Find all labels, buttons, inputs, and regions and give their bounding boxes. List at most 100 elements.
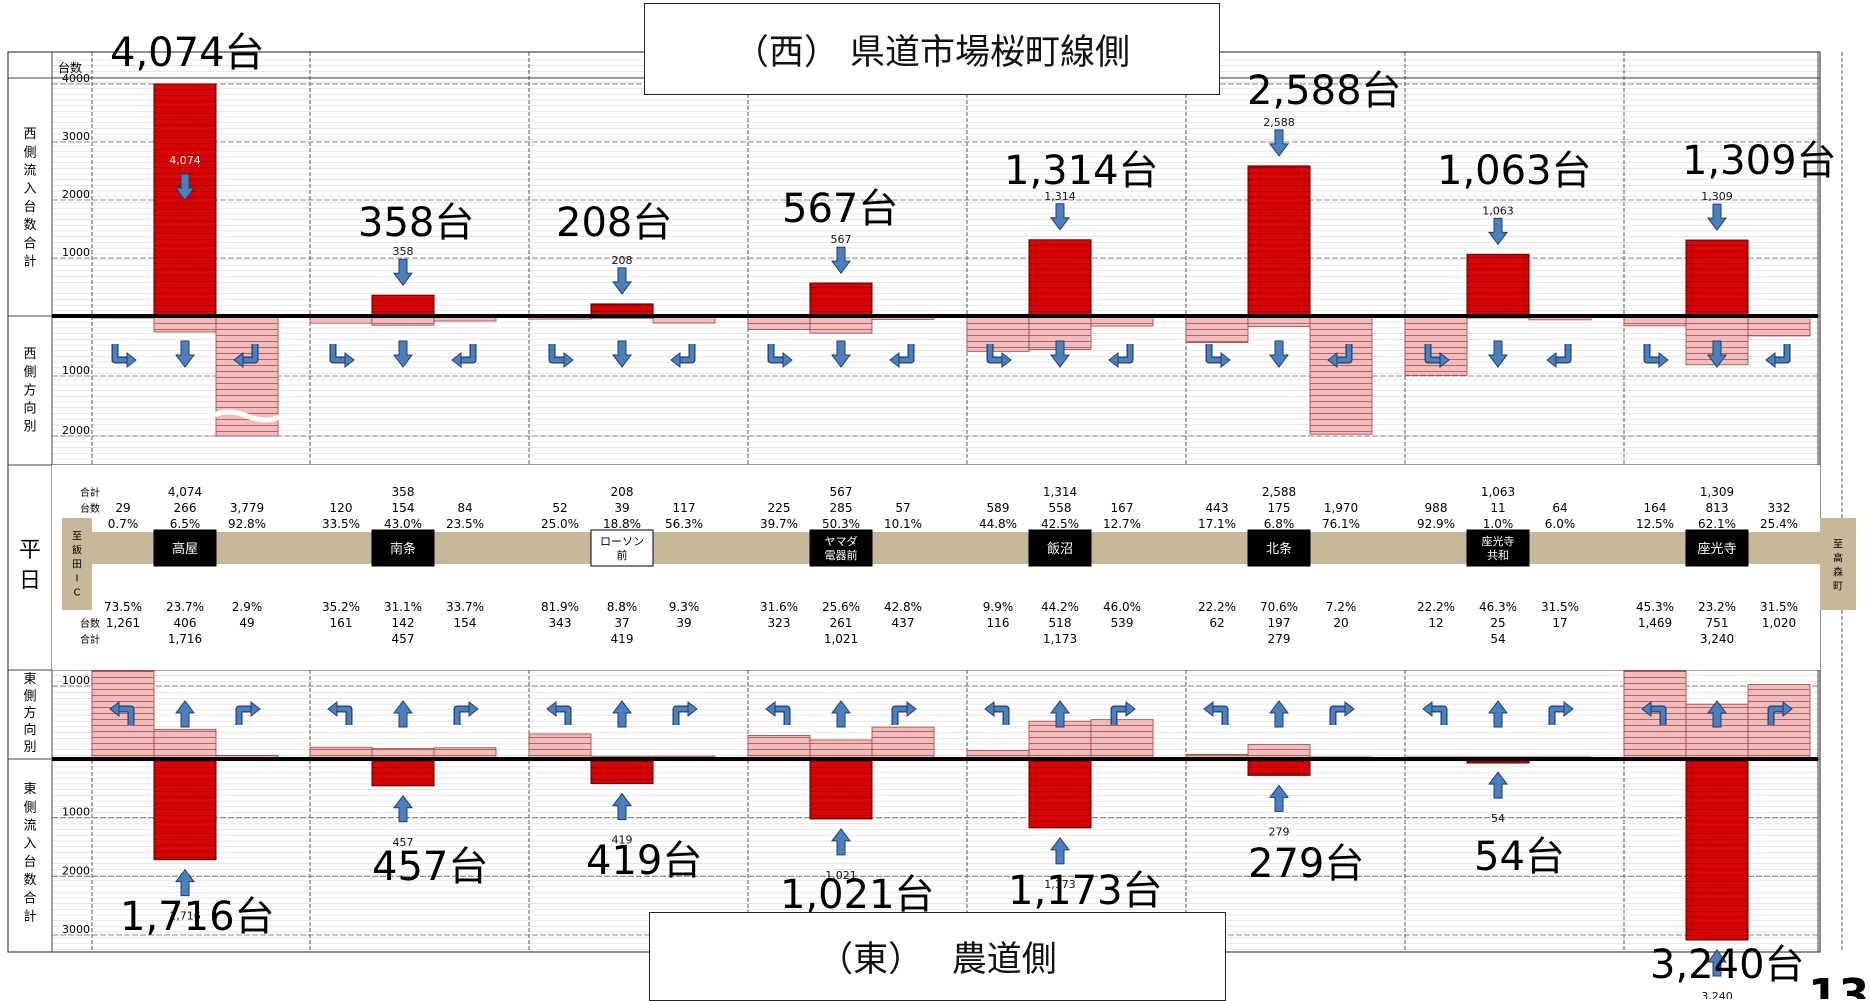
east-direction-pct: 45.3%: [1636, 600, 1674, 614]
east-direction-row-label: 別: [23, 740, 36, 755]
intersection-box: [809, 529, 873, 567]
west-total-value-label: 208: [612, 254, 633, 267]
east-total-number: 1,021: [824, 632, 858, 646]
west-straight-arrow: [1488, 340, 1508, 368]
west-header: （西） 県道市場桜町線側: [644, 3, 1220, 95]
intersection-box: [590, 529, 654, 567]
east-direction-pct: 7.2%: [1326, 600, 1357, 614]
intersection-box: [371, 529, 435, 567]
east-right-turn-arrow-head: [1782, 700, 1793, 718]
east-total-value-label: 1,716: [169, 910, 201, 923]
east-right-turn-arrow-head: [906, 700, 917, 718]
east-straight-arrow: [1488, 700, 1508, 728]
east-direction-pct: 73.5%: [104, 600, 142, 614]
west-direction-count: 84: [457, 501, 472, 515]
east-total-value-label: 1,021: [825, 869, 857, 882]
y-tick-label: 1000: [62, 364, 90, 377]
west-direction-bar: [1747, 315, 1811, 337]
west-left-turn-arrow-head: [1108, 351, 1119, 369]
west-total-arrow: [393, 258, 413, 287]
east-right-turn-arrow-fill: [454, 706, 469, 725]
west-total-bar: [809, 282, 873, 317]
west-direction-pct: 76.1%: [1322, 517, 1360, 531]
west-direction-count: 988: [1425, 501, 1448, 515]
west-right-turn-arrow-head: [782, 351, 793, 369]
east-direction-pct: 42.8%: [884, 600, 922, 614]
west-total-callout: 1,314台: [1004, 148, 1159, 194]
west-direction-count: 589: [987, 501, 1010, 515]
east-direction-bar: [809, 739, 873, 760]
east-total-arrow: [1269, 784, 1289, 812]
east-direction-pct: 23.2%: [1698, 600, 1736, 614]
west-direction-pct: 92.9%: [1417, 517, 1455, 531]
east-direction-count: 261: [830, 616, 853, 630]
east-total-bar: [590, 758, 654, 785]
east-direction-count: 39: [676, 616, 691, 630]
west-straight-arrow: [393, 340, 413, 368]
right-destination-label: 森: [1833, 565, 1843, 578]
left-destination-label: I: [76, 573, 79, 584]
east-direction-count: 518: [1049, 616, 1072, 630]
east-direction-pct: 31.5%: [1541, 600, 1579, 614]
west-total-row-label: 計: [23, 254, 36, 270]
east-total-bar: [1685, 758, 1749, 941]
west-total-bar: [371, 294, 435, 317]
west-direction-pct: 10.1%: [884, 517, 922, 531]
east-direction-bar: [153, 728, 217, 760]
west-total-arrow: [1488, 217, 1508, 246]
east-total-callout: 1,173台: [1008, 868, 1163, 914]
east-left-turn-arrow-fill: [994, 706, 1009, 725]
intersection-name: 南条: [390, 541, 416, 557]
west-direction-pct: 1.0%: [1483, 517, 1514, 531]
east-total-arrow: [1488, 771, 1508, 799]
west-total-arrow: [1707, 203, 1727, 231]
west-left-turn-arrow-fill: [899, 344, 914, 363]
east-total-arrow: [393, 794, 413, 823]
west-total-value-label: 2,588: [1263, 116, 1295, 129]
west-direction-count: 558: [1049, 501, 1072, 515]
east-left-turn-arrow-head: [1422, 700, 1433, 718]
east-direction-count: 25: [1490, 616, 1505, 630]
east-direction-pct: 44.2%: [1041, 600, 1079, 614]
right-destination-label: 町: [1833, 581, 1843, 592]
west-direction-count: 164: [1644, 501, 1667, 515]
page-number: 13: [1808, 970, 1869, 999]
east-direction-pct: 33.7%: [446, 600, 484, 614]
east-direction-pct: 35.2%: [322, 600, 360, 614]
grid-layer: [7, 51, 1843, 953]
west-direction-pct: 92.8%: [228, 517, 266, 531]
east-left-turn-arrow-fill: [1213, 706, 1228, 725]
west-left-turn-arrow-fill: [1337, 344, 1352, 363]
west-total-bar: [1685, 239, 1749, 317]
east-direction-count: 1,261: [106, 616, 140, 630]
west-direction-count: 285: [830, 501, 853, 515]
east-direction-pct: 81.9%: [541, 600, 579, 614]
west-total-value-label: 1,314: [1044, 190, 1076, 203]
west-direction-pct: 56.3%: [665, 517, 703, 531]
west-total-callout: 567台: [782, 186, 898, 232]
west-straight-arrow: [1707, 340, 1727, 368]
east-total-callout: 279台: [1248, 841, 1364, 887]
west-total-row-label: 台: [23, 200, 36, 215]
east-left-turn-arrow-head: [765, 700, 776, 718]
east-direction-count: 62: [1209, 616, 1224, 630]
east-direction-count: 437: [892, 616, 915, 630]
east-total-callout: 419台: [586, 838, 702, 884]
west-direction-bar: [747, 315, 811, 330]
intersection-name: 前: [617, 548, 628, 562]
east-total-value-label: 419: [612, 834, 633, 847]
east-right-turn-arrow-fill: [1111, 706, 1126, 725]
west-total-row-label: 西: [23, 127, 36, 142]
east-direction-bar: [1247, 744, 1311, 760]
count-row-label: 台数: [80, 617, 100, 630]
west-total-number: 2,588: [1262, 485, 1296, 499]
west-straight-arrow: [1269, 340, 1289, 368]
east-total-row-label: 東: [23, 781, 36, 797]
east-left-turn-arrow-head: [1641, 700, 1652, 718]
west-right-turn-arrow-head: [126, 351, 137, 369]
east-direction-count: 1,469: [1638, 616, 1672, 630]
east-left-turn-arrow-fill: [1651, 706, 1666, 725]
east-total-number: 457: [392, 632, 415, 646]
y-tick-label: 2000: [62, 188, 90, 201]
